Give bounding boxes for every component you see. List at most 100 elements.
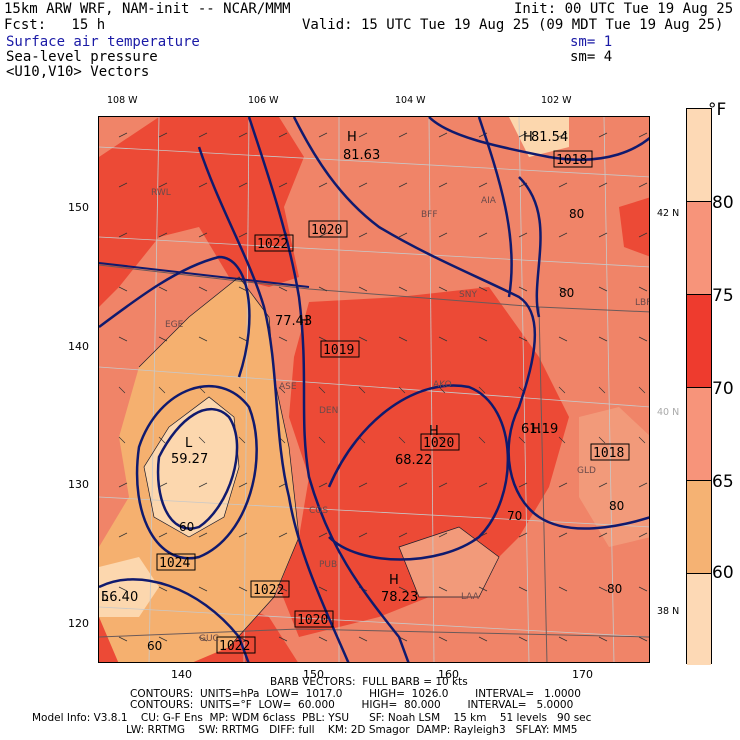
colorbar-segment: [687, 388, 711, 481]
lon-label-102w: 102 W: [541, 95, 572, 106]
low-value: 59.27: [171, 452, 208, 467]
high-value: 61.19: [521, 422, 558, 437]
warm-region-north: [99, 117, 304, 307]
temperature-labels: 80 80 70 60 80 80 60: [147, 207, 624, 653]
colorbar-segment: [687, 481, 711, 574]
high-value: 68.22: [395, 453, 432, 468]
station-label: SNY: [459, 290, 477, 300]
colorbar-label-65: 65: [712, 472, 734, 492]
mild-region-south: [399, 527, 499, 597]
colorbar-segment: [687, 202, 711, 295]
cool-region-sw: [99, 557, 159, 617]
y-tick-140: 140: [68, 340, 89, 353]
pressure-contour-info: CONTOURS: UNITS=hPa LOW= 1017.0 HIGH= 10…: [130, 688, 581, 700]
temperature-label: 60: [147, 639, 162, 653]
init-time: Init: 00 UTC Tue 19 Aug 25: [514, 1, 734, 17]
x-tick-140: 140: [171, 668, 192, 681]
state-borders: [99, 264, 649, 662]
model-info-physics: LW: RRTMG SW: RRTMG DIFF: full KM: 2D Sm…: [126, 724, 578, 736]
colorbar-label-70: 70: [712, 379, 734, 399]
map-panel: 1018 1020 1022 1019 1020 1018 1024 1022 …: [98, 116, 650, 663]
county-lines: [99, 117, 649, 662]
barb-legend: BARB VECTORS: FULL BARB = 10 kts: [270, 676, 468, 688]
x-tick-160: 160: [438, 668, 459, 681]
temperature-label: 80: [609, 499, 624, 513]
high-value: 81.54: [531, 130, 568, 145]
isobar-label: 1022: [253, 583, 284, 598]
station-label: GUC: [199, 634, 219, 644]
isobar-label: 1019: [323, 343, 354, 358]
colorbar-segment: [687, 574, 711, 665]
station-label: AIA: [481, 196, 497, 206]
temperature-colorbar: [686, 108, 712, 665]
cool-region-ne: [509, 117, 569, 157]
station-label: RWL: [151, 188, 171, 198]
station-label: ASE: [279, 382, 297, 392]
station-label: LAA: [461, 592, 480, 602]
lat-label-40n: 40 N: [657, 407, 680, 418]
high-value: 78.23: [381, 590, 418, 605]
lon-label-106w: 106 W: [248, 95, 279, 106]
station-label: PUB: [319, 560, 337, 570]
temperature-label: 70: [507, 509, 522, 523]
isobar-label: 1020: [297, 613, 328, 628]
high-mark: H: [523, 130, 533, 145]
lat-label-42n: 42 N: [657, 208, 680, 219]
temperature-contour-info: CONTOURS: UNITS=°F LOW= 60.000 HIGH= 80.…: [130, 699, 574, 711]
high-value: 81.63: [343, 148, 380, 163]
warm-region-east: [619, 197, 649, 257]
high-value: 77.43: [275, 314, 312, 329]
high-mark: H: [347, 130, 357, 145]
colorbar-label-80: 80: [712, 193, 734, 213]
lon-label-104w: 104 W: [395, 95, 426, 106]
station-label: AKO: [433, 380, 452, 390]
y-tick-150: 150: [68, 201, 89, 214]
forecast-hour: Fcst: 15 h: [4, 17, 106, 33]
colorbar-segment: [687, 109, 711, 202]
x-tick-170: 170: [572, 668, 593, 681]
mild-region-east: [579, 407, 649, 547]
colorbar-label-75: 75: [712, 286, 734, 306]
isobar-label: 1018: [593, 446, 624, 461]
station-label: GLD: [577, 466, 596, 476]
isobar-label: 1022: [219, 639, 250, 654]
wind-barbs: [118, 132, 648, 642]
field-pressure-smooth: sm= 4: [570, 49, 613, 65]
station-label: BFF: [421, 210, 438, 220]
colorbar-label-60: 60: [712, 563, 734, 583]
isobar-label: 1024: [159, 556, 190, 571]
isobar-label: 1018: [556, 153, 587, 168]
model-info: Model Info: V3.8.1 CU: G-F Ens MP: WDM 6…: [32, 712, 592, 724]
y-tick-130: 130: [68, 478, 89, 491]
low-mark: L: [101, 590, 109, 605]
station-label: COS: [309, 506, 328, 516]
colorbar-segment: [687, 295, 711, 388]
coldest-region-core: [144, 397, 239, 537]
high-mark: H: [389, 573, 399, 588]
station-label: LBF: [635, 298, 650, 308]
model-title: 15km ARW WRF, NAM-init -- NCAR/MMM: [4, 1, 291, 17]
isobar-labels: 1018 1020 1022 1019 1020 1018 1024 1022 …: [156, 150, 630, 654]
temperature-label: 80: [607, 582, 622, 596]
valid-time: Valid: 15 UTC Tue 19 Aug 25 (09 MDT Tue …: [302, 17, 724, 33]
low-mark: L: [185, 436, 193, 451]
temperature-label: 80: [569, 207, 584, 221]
high-mark: H: [531, 422, 541, 437]
isobars: [99, 117, 649, 662]
station-label: EGE: [165, 320, 184, 330]
station-label: DEN: [319, 406, 338, 416]
field-temperature: Surface air temperature: [6, 34, 200, 50]
isobar-label: 1020: [423, 436, 454, 451]
pressure-centers: H 81.63 H 81.54 H 77.43 H 68.22 H 78.23 …: [101, 130, 568, 605]
colorbar-unit: °F: [708, 100, 727, 120]
field-temperature-smooth: sm= 1: [570, 34, 613, 50]
temperature-label: 80: [559, 286, 574, 300]
x-tick-150: 150: [303, 668, 324, 681]
high-mark: H: [299, 314, 309, 329]
lat-label-38n: 38 N: [657, 606, 680, 617]
high-mark: H: [429, 424, 439, 439]
isobar-label: 1022: [257, 237, 288, 252]
temperature-label: 60: [179, 520, 194, 534]
lon-label-108w: 108 W: [107, 95, 138, 106]
station-labels: RWL BFF AIA SNY LBF EGE DEN AKO GLD ASE …: [151, 188, 650, 644]
